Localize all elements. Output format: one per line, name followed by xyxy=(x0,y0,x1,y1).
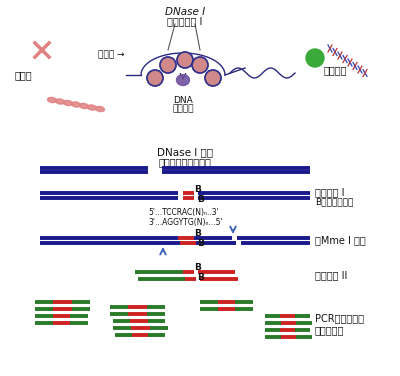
Text: B: B xyxy=(194,264,201,273)
Circle shape xyxy=(160,57,176,73)
Text: 连上接头 I: 连上接头 I xyxy=(315,187,344,197)
Ellipse shape xyxy=(64,100,72,106)
Text: 基因转录: 基因转录 xyxy=(323,65,347,75)
Text: 高能量测序: 高能量测序 xyxy=(315,325,344,335)
Ellipse shape xyxy=(176,74,190,85)
Circle shape xyxy=(147,70,163,86)
Text: 核小体 →: 核小体 → xyxy=(98,50,124,59)
Ellipse shape xyxy=(96,106,104,112)
Circle shape xyxy=(177,52,193,68)
Circle shape xyxy=(192,57,208,73)
Circle shape xyxy=(205,70,221,86)
Text: B为生物素标记: B为生物素标记 xyxy=(315,197,353,206)
Text: DNA: DNA xyxy=(173,96,193,105)
Text: DNase I: DNase I xyxy=(165,7,205,17)
Text: 超敏感位点 I: 超敏感位点 I xyxy=(167,16,203,26)
Text: 超敏感位点形成切口: 超敏感位点形成切口 xyxy=(158,157,212,167)
Text: DNase I 酶切: DNase I 酶切 xyxy=(157,147,213,157)
Circle shape xyxy=(306,49,324,67)
Text: 3'...AGGYTG(N)ₙ...5': 3'...AGGYTG(N)ₙ...5' xyxy=(148,217,223,226)
Text: B: B xyxy=(197,238,204,247)
Ellipse shape xyxy=(48,97,56,103)
Text: B: B xyxy=(197,196,204,205)
Text: B: B xyxy=(194,185,201,194)
Text: 染色体: 染色体 xyxy=(15,70,33,80)
Text: 连上接头 II: 连上接头 II xyxy=(315,270,347,280)
Text: B: B xyxy=(194,229,201,238)
Ellipse shape xyxy=(88,105,96,110)
Text: 结合蛋白: 结合蛋白 xyxy=(172,104,194,113)
Ellipse shape xyxy=(56,99,64,104)
Text: PCR扩增、建库: PCR扩增、建库 xyxy=(315,313,364,323)
Text: 5'...TCCRAC(N)ₙ..3': 5'...TCCRAC(N)ₙ..3' xyxy=(148,209,219,217)
Ellipse shape xyxy=(72,102,80,107)
Text: 用Mme I 酶切: 用Mme I 酶切 xyxy=(315,235,366,245)
Text: B: B xyxy=(197,273,204,282)
Ellipse shape xyxy=(80,103,88,109)
